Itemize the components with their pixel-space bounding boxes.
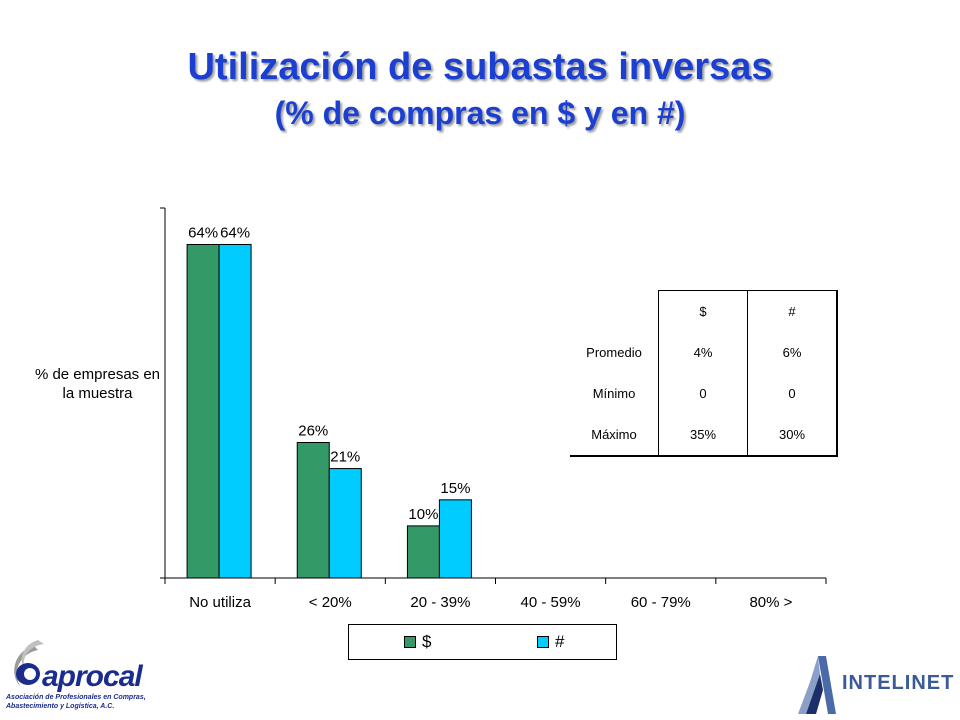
stats-cell: 35% — [658, 414, 748, 457]
x-tick-label: 80% > — [749, 594, 792, 611]
stats-header-blank — [570, 290, 659, 332]
stats-cell: 6% — [747, 332, 838, 373]
chart-subtitle: (% de compras en $ y en #) — [274, 95, 686, 131]
aprocal-swoosh-icon — [14, 640, 44, 686]
legend-label-count: # — [555, 632, 565, 651]
data-label: 64% — [220, 224, 250, 241]
chart-title: Utilización de subastas inversas — [187, 46, 773, 88]
stats-cell: 30% — [747, 414, 838, 457]
intelinet-emblem-icon — [798, 656, 836, 714]
bar — [406, 525, 440, 579]
y-axis-label: % de empresas en la muestra — [34, 366, 161, 402]
data-label: 21% — [330, 449, 360, 466]
stats-cell: 0 — [747, 373, 838, 414]
data-label: 10% — [408, 506, 438, 523]
aprocal-logo-subtitle: Asociación de Profesionales en Compras, … — [6, 694, 146, 710]
stats-table: $ # Promedio 4% 6% Mínimo 0 0 Máximo 35%… — [570, 290, 838, 457]
stats-row-label: Máximo — [570, 414, 659, 457]
stats-header-count: # — [747, 290, 838, 332]
bar — [328, 468, 362, 579]
intelinet-logo: INTELINET — [796, 652, 960, 718]
data-label: 64% — [188, 224, 218, 241]
data-label: 26% — [298, 423, 328, 440]
legend-swatch-count — [537, 636, 549, 648]
stats-row-label: Promedio — [570, 332, 659, 373]
bar — [218, 243, 252, 579]
data-label: 15% — [440, 480, 470, 497]
legend-swatch-dollar — [404, 636, 416, 648]
bar — [438, 499, 472, 579]
chart-legend: $ # — [348, 624, 617, 660]
x-tick-label: 60 - 79% — [631, 594, 691, 611]
x-tick-label: 40 - 59% — [521, 594, 581, 611]
legend-item-dollar: $ — [404, 632, 431, 652]
aprocal-logo: aprocal Asociación de Profesionales en C… — [4, 638, 152, 716]
legend-label-dollar: $ — [422, 632, 432, 651]
bar — [186, 243, 220, 579]
intelinet-logo-text: INTELINET — [842, 672, 955, 694]
stats-cell: 0 — [658, 373, 748, 414]
x-tick-label: No utiliza — [189, 594, 251, 611]
x-tick-label: 20 - 39% — [410, 594, 470, 611]
legend-item-count: # — [537, 632, 564, 652]
stats-cell: 4% — [658, 332, 748, 373]
stats-header-dollar: $ — [658, 290, 748, 332]
aprocal-logo-text: aprocal — [42, 660, 143, 693]
stats-row-label: Mínimo — [570, 373, 659, 414]
bar — [296, 442, 330, 579]
x-tick-label: < 20% — [309, 594, 352, 611]
